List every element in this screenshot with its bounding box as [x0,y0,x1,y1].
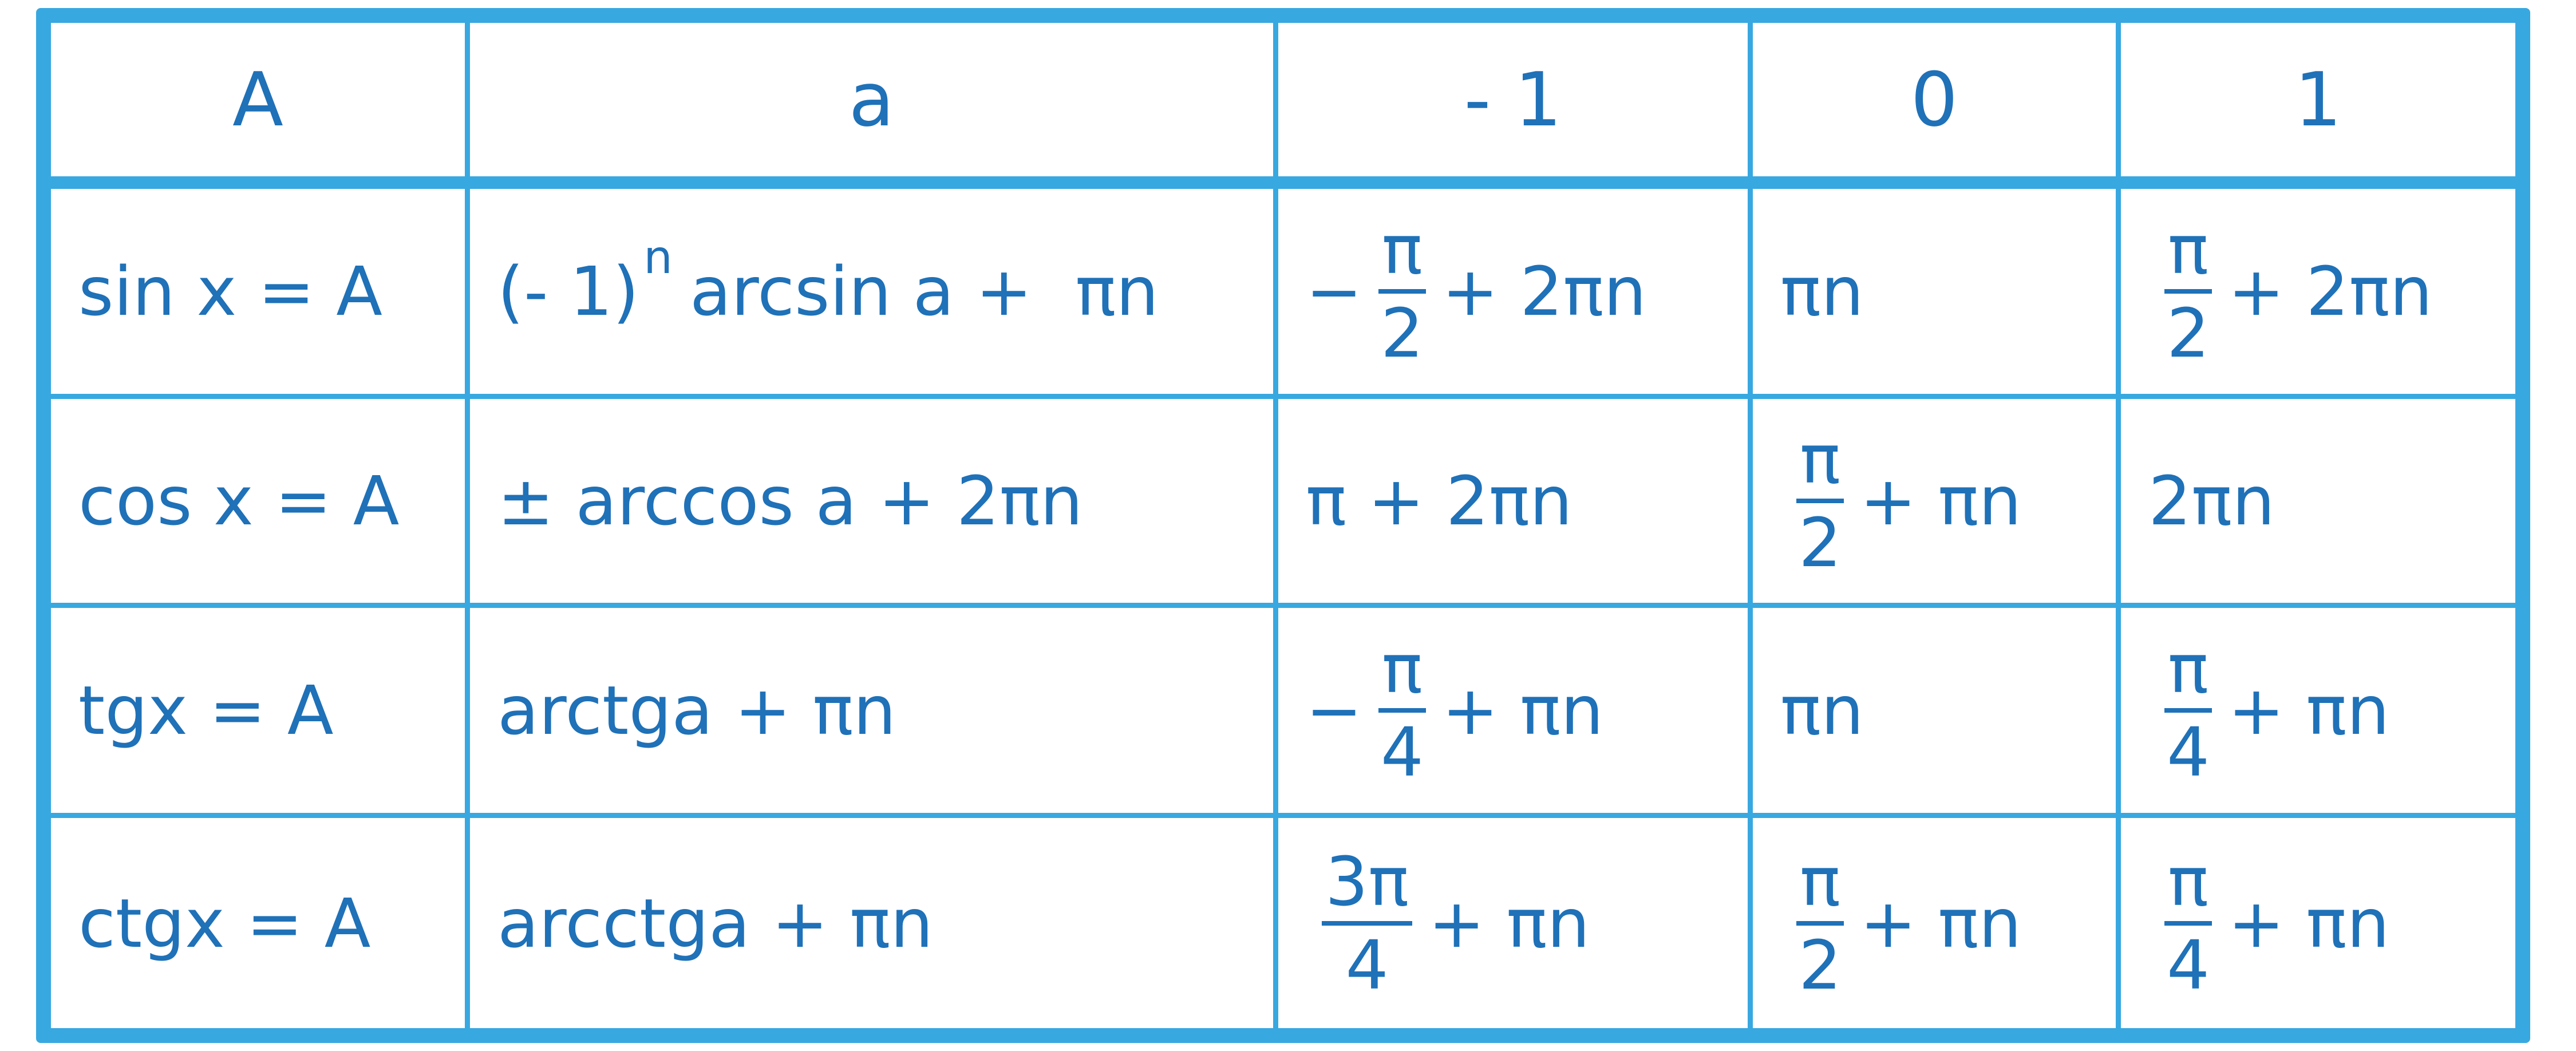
denominator: 4 [2166,925,2210,1005]
header-cell: 0 [1753,23,2121,189]
expr-suffix: + πn [2228,883,2390,963]
equation-cell: sin x = A [51,189,470,399]
denominator: 2 [1798,503,1842,582]
solution-cell: π 4 + πn [2121,608,2515,818]
general-solution-cell: ± arccos a + 2πn [470,399,1278,608]
solution-cell: π 4 + πn [2121,818,2515,1028]
solution-cell: π 2 + πn [1753,818,2121,1028]
denominator: 2 [1380,294,1424,373]
expr-suffix: + 2πn [1441,252,1647,331]
header-label: a [848,56,895,143]
expr-prefix: arctga + πn [497,671,896,750]
expr-prefix: 2πn [2148,461,2275,540]
numerator: π [2164,216,2212,294]
solution-cell: πn [1753,189,2121,399]
solution-cell: π + 2πn [1278,399,1753,608]
header-cell: a [470,23,1278,189]
equation-cell: ctgx = A [51,818,470,1028]
equation-label: cos x = A [78,461,400,540]
solution-cell: πn [1753,608,2121,818]
header-cell: 1 [2121,23,2515,189]
equation-cell: tgx = A [51,608,470,818]
denominator: 2 [2166,294,2210,373]
expr-prefix: ± arccos a + 2πn [497,461,1083,540]
solution-cell: 3π 4 + πn [1278,818,1753,1028]
header-cell: - 1 [1278,23,1753,189]
expr-prefix: arcctga + πn [497,883,934,963]
expr-suffix: + πn [1428,883,1590,963]
header-label: A [232,56,283,143]
numerator: π [1378,216,1426,294]
solution-cell: π 2 + πn [1753,399,2121,608]
expr-suffix: arcsin a + πn [689,252,1159,331]
equation-cell: cos x = A [51,399,470,608]
general-solution-cell: (- 1) n arcsin a + πn [470,189,1278,399]
numerator: π [2164,635,2212,713]
denominator: 4 [2166,713,2210,792]
denominator: 4 [1380,713,1424,792]
numerator: π [1378,635,1426,713]
fraction: 3π 4 [1322,848,1413,1005]
solution-cell: − π 4 + πn [1278,608,1753,818]
exponent: n [643,230,673,284]
denominator: 2 [1798,925,1842,1005]
expr-suffix: + πn [2228,671,2390,750]
expr-prefix: πn [1780,252,1864,331]
general-solution-cell: arctga + πn [470,608,1278,818]
expr-suffix: + 2πn [2228,252,2433,331]
numerator: π [1796,848,1844,926]
numerator: π [2164,848,2212,926]
header-cell: A [51,23,470,189]
expr-prefix: (- 1) [497,252,639,331]
denominator: 4 [1345,925,1389,1005]
header-label: 1 [2294,56,2342,143]
expr-prefix: − [1306,252,1362,331]
numerator: π [1796,425,1844,503]
equation-label: ctgx = A [78,883,371,963]
header-label: 0 [1910,56,1958,143]
expr-suffix: + πn [1860,883,2022,963]
expr-prefix: π + 2πn [1306,461,1573,540]
numerator: 3π [1322,848,1413,926]
expr-prefix: πn [1780,671,1864,750]
expr-suffix: + πn [1860,461,2022,540]
expr-suffix: + πn [1441,671,1604,750]
expr-prefix: − [1306,671,1362,750]
solution-cell: π 2 + 2πn [2121,189,2515,399]
general-solution-cell: arcctga + πn [470,818,1278,1028]
equation-label: sin x = A [78,252,382,331]
equation-label: tgx = A [78,671,334,750]
solution-cell: 2πn [2121,399,2515,608]
solution-cell: − π 2 + 2πn [1278,189,1753,399]
header-label: - 1 [1464,56,1562,143]
